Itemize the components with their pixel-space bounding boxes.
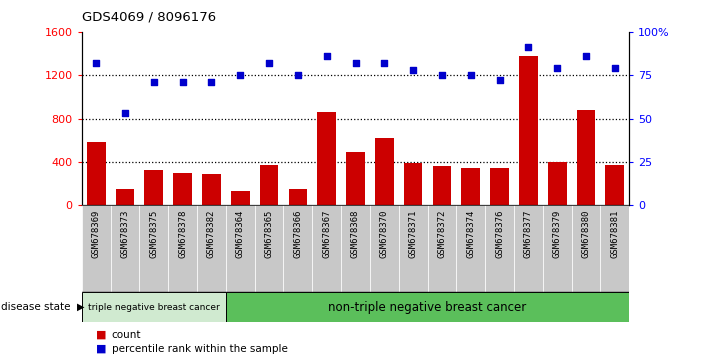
Bar <box>427 205 456 292</box>
Point <box>148 79 159 85</box>
Bar <box>399 205 427 292</box>
Text: GSM678375: GSM678375 <box>149 210 159 258</box>
Bar <box>82 205 111 292</box>
Point <box>321 53 332 59</box>
Text: GSM678376: GSM678376 <box>495 210 504 258</box>
Text: GSM678371: GSM678371 <box>409 210 417 258</box>
Bar <box>111 205 139 292</box>
Point <box>263 60 274 66</box>
Bar <box>432 166 451 205</box>
Bar <box>461 169 480 205</box>
Point <box>90 60 102 66</box>
Point <box>494 78 506 83</box>
Bar <box>370 205 399 292</box>
Text: ▶: ▶ <box>77 302 85 312</box>
Bar <box>284 205 312 292</box>
Text: triple negative breast cancer: triple negative breast cancer <box>88 303 220 312</box>
Text: GSM678369: GSM678369 <box>92 210 101 258</box>
Text: count: count <box>112 330 141 339</box>
Point <box>523 45 534 50</box>
Bar <box>548 162 567 205</box>
Bar <box>600 205 629 292</box>
Bar <box>490 169 509 205</box>
Text: GSM678377: GSM678377 <box>524 210 533 258</box>
Bar <box>577 110 595 205</box>
Bar <box>375 138 394 205</box>
Bar <box>317 112 336 205</box>
Point <box>292 73 304 78</box>
Text: GSM678368: GSM678368 <box>351 210 360 258</box>
Point <box>465 73 476 78</box>
Text: GSM678381: GSM678381 <box>610 210 619 258</box>
Text: percentile rank within the sample: percentile rank within the sample <box>112 344 287 354</box>
Bar <box>346 152 365 205</box>
Bar <box>139 205 169 292</box>
Text: GSM678366: GSM678366 <box>294 210 302 258</box>
Bar <box>456 205 485 292</box>
Bar <box>606 165 624 205</box>
Point <box>119 110 131 116</box>
Text: GSM678365: GSM678365 <box>264 210 274 258</box>
Bar <box>116 189 134 205</box>
Bar <box>255 205 284 292</box>
Bar <box>341 205 370 292</box>
Bar <box>404 163 422 205</box>
Point <box>437 73 448 78</box>
Bar <box>82 292 226 322</box>
Point <box>235 73 246 78</box>
Bar <box>572 205 600 292</box>
Bar <box>542 205 572 292</box>
Bar <box>289 189 307 205</box>
Text: GSM678372: GSM678372 <box>437 210 447 258</box>
Bar <box>514 205 542 292</box>
Point <box>407 67 419 73</box>
Point <box>379 60 390 66</box>
Text: GDS4069 / 8096176: GDS4069 / 8096176 <box>82 11 216 24</box>
Point <box>580 53 592 59</box>
Bar <box>226 292 629 322</box>
Bar <box>144 170 163 205</box>
Bar <box>312 205 341 292</box>
Bar <box>485 205 514 292</box>
Point <box>552 65 563 71</box>
Text: GSM678364: GSM678364 <box>236 210 245 258</box>
Text: ■: ■ <box>96 330 107 339</box>
Bar <box>260 165 279 205</box>
Text: GSM678370: GSM678370 <box>380 210 389 258</box>
Point <box>205 79 217 85</box>
Bar <box>197 205 226 292</box>
Text: GSM678378: GSM678378 <box>178 210 187 258</box>
Bar <box>226 205 255 292</box>
Text: GSM678373: GSM678373 <box>120 210 129 258</box>
Bar <box>202 174 221 205</box>
Bar <box>231 191 250 205</box>
Text: non-triple negative breast cancer: non-triple negative breast cancer <box>328 301 527 314</box>
Bar <box>169 205 197 292</box>
Text: GSM678374: GSM678374 <box>466 210 475 258</box>
Point <box>350 60 361 66</box>
Text: GSM678367: GSM678367 <box>322 210 331 258</box>
Point <box>177 79 188 85</box>
Text: disease state: disease state <box>1 302 71 312</box>
Bar <box>519 56 538 205</box>
Bar <box>87 142 105 205</box>
Text: GSM678380: GSM678380 <box>582 210 591 258</box>
Text: GSM678382: GSM678382 <box>207 210 216 258</box>
Point <box>609 65 621 71</box>
Text: ■: ■ <box>96 344 107 354</box>
Text: GSM678379: GSM678379 <box>552 210 562 258</box>
Bar <box>173 173 192 205</box>
